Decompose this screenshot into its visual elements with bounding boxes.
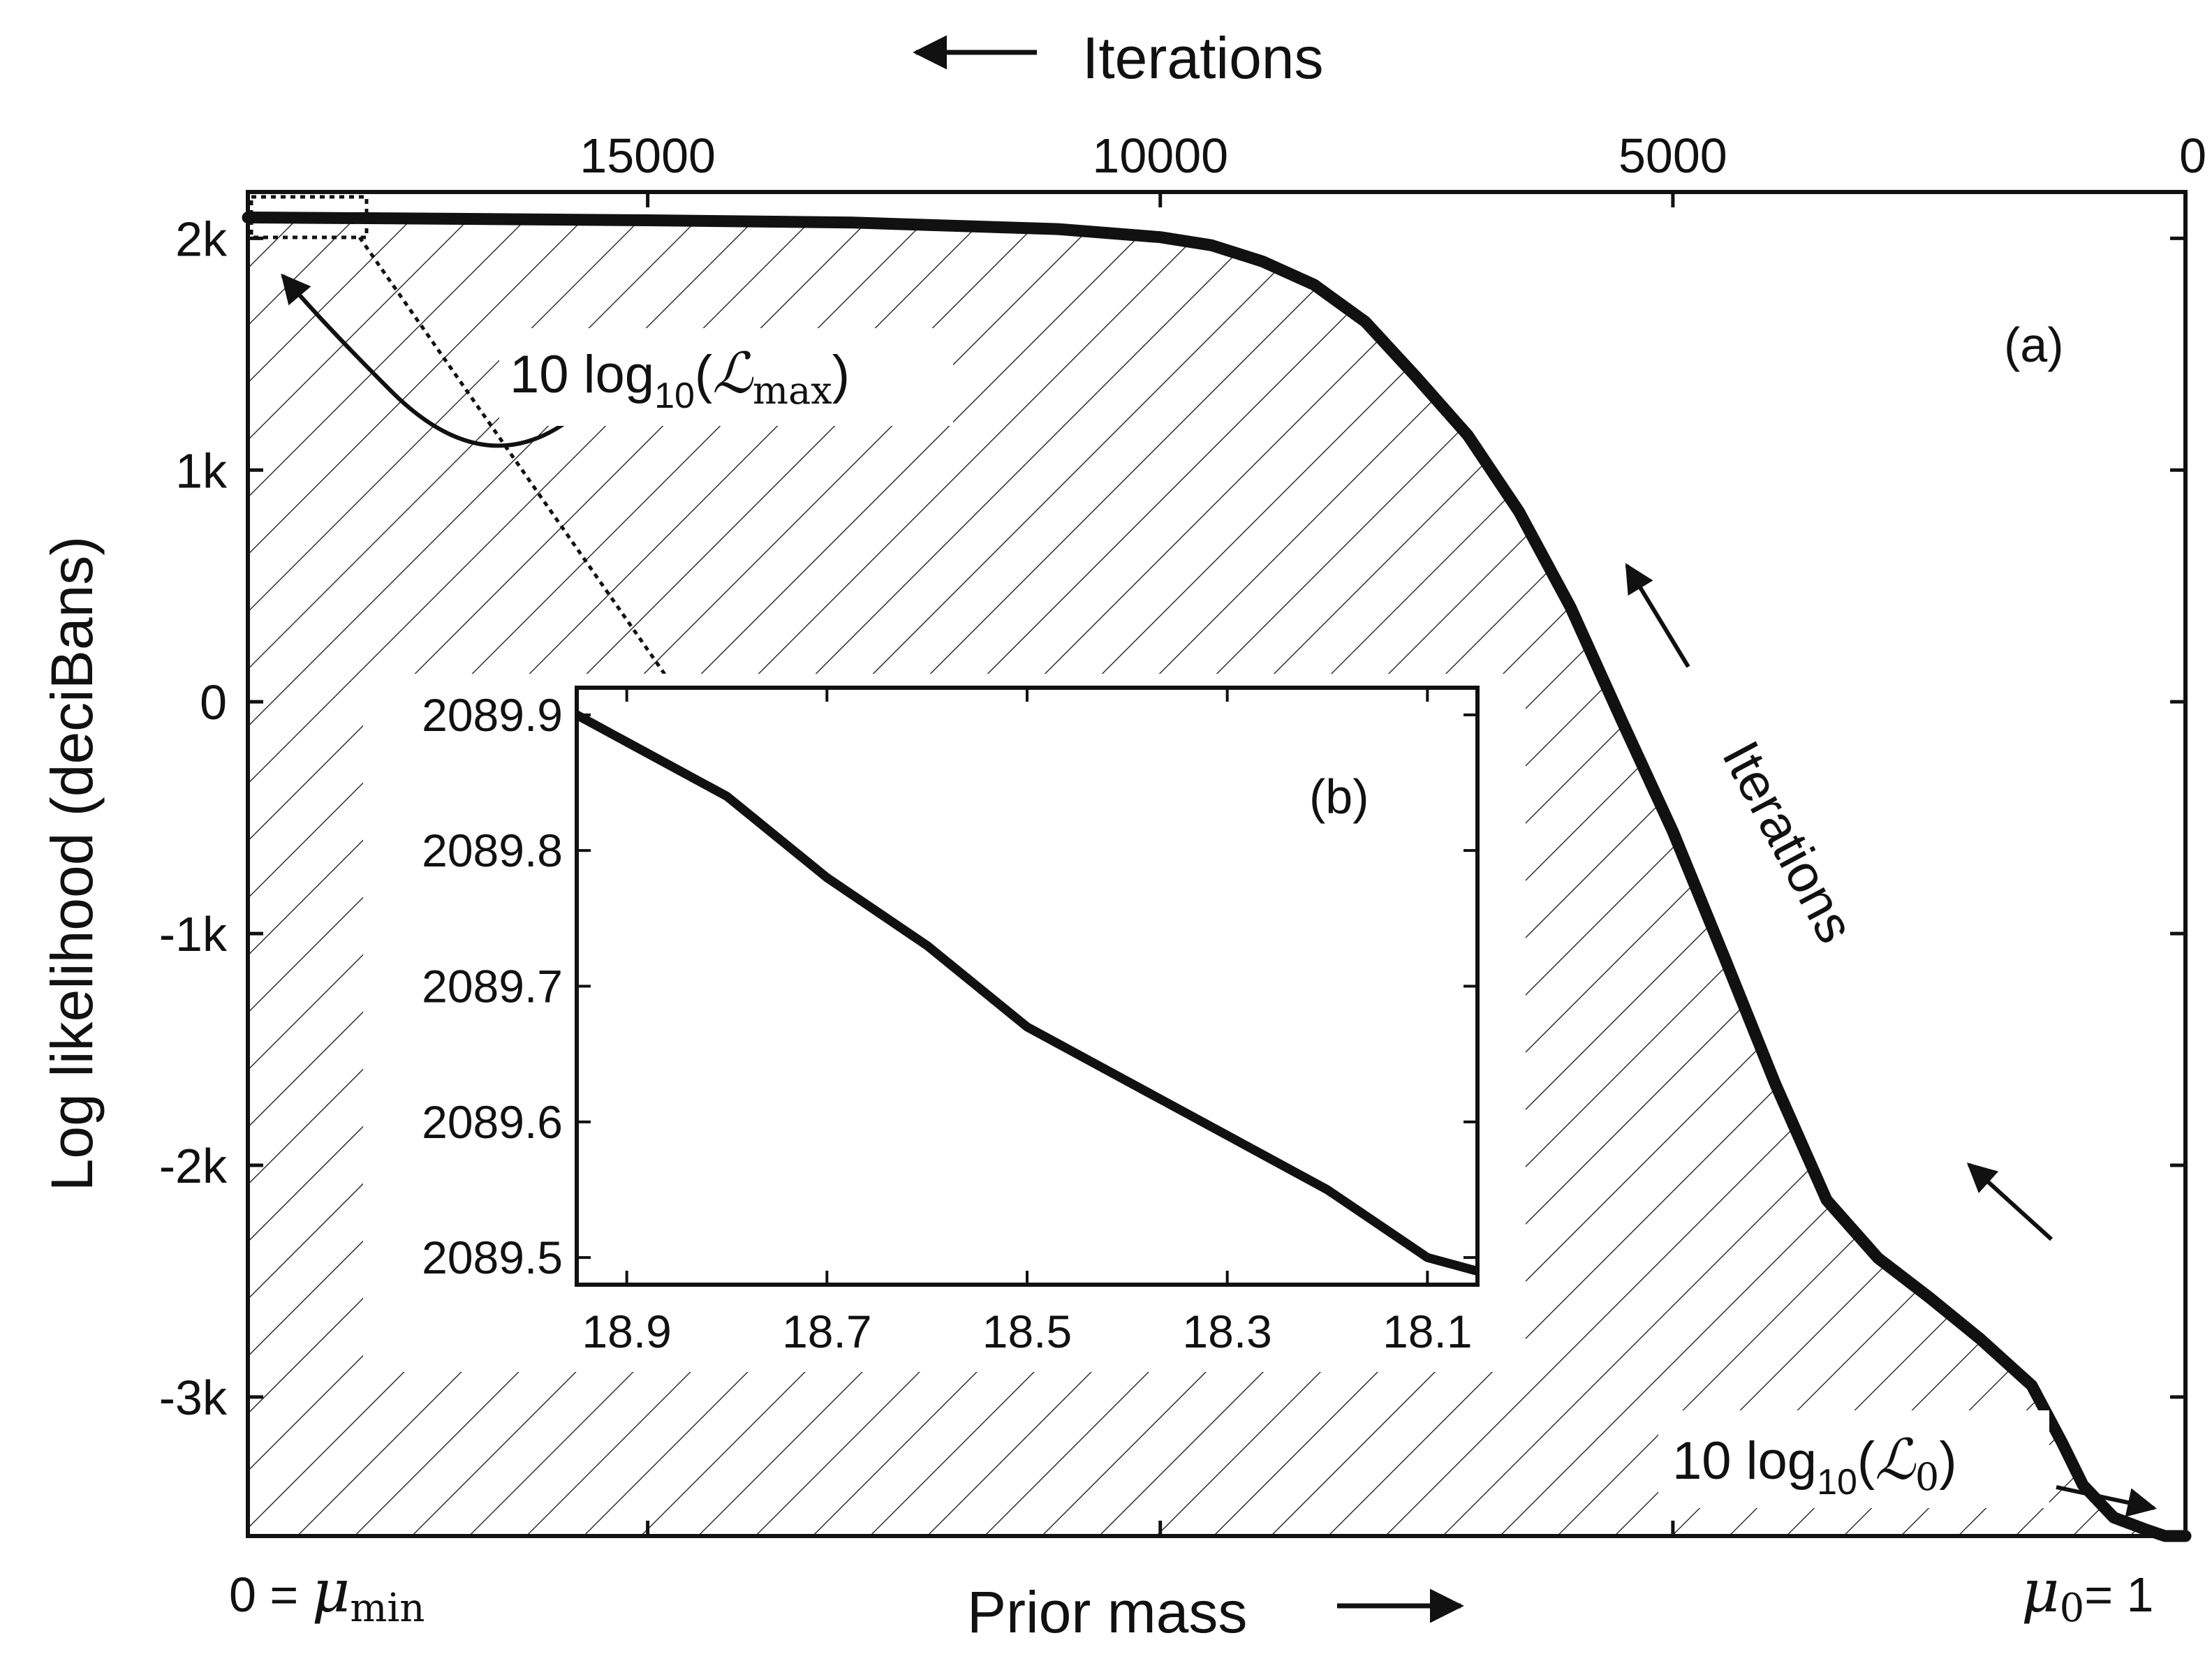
y-axis-title: Log likelihood (deciBans) [39,536,105,1192]
inset-x-tick-label: 18.1 [1382,1306,1472,1357]
inset-likelihood-curve [574,711,1479,1276]
mu0-symbol: μ [2021,1557,2060,1625]
y-axis-ticks: 2k 1k 0 -1k -2k -3k [159,212,2185,1425]
zoom-connector-line [357,236,693,714]
x-axis-right-label: μ0= 1 [2021,1557,2154,1631]
lmax-symbol: ℒ [712,341,753,406]
inset-x-tick-label: 18.3 [1182,1306,1271,1357]
y-tick-label: 0 [200,675,227,730]
l0-symbol-subscript: 0 [1915,1455,1939,1499]
l0-label-bg [1658,1410,2049,1508]
lmax-log-subscript: 10 [654,376,695,416]
mu-min-subscript: min [350,1586,425,1631]
lmax-label: 10 log10(ℒmax) [510,341,850,416]
l0-arrow [2056,1485,2158,1517]
panel-label-a: (a) [2004,318,2064,372]
l0-symbol: ℒ [1875,1427,1916,1492]
top-axis-title: Iterations [1082,25,1324,91]
y-tick-label: 1k [175,443,228,498]
panel-label-b: (b) [1309,769,1369,824]
inset-y-tick-label: 2089.5 [422,1232,563,1283]
y-tick-label: -3k [159,1371,228,1425]
top-tick-label: 0 [2179,128,2206,183]
inset-y-tick-label: 2089.6 [422,1096,563,1148]
top-axis-ticks: 15000 10000 5000 0 [580,128,2206,1536]
lmax-label-bg [499,328,953,426]
lmax-curved-arrow [281,273,581,448]
inset-y-tick-label: 2089.7 [422,961,563,1012]
top-tick-label: 5000 [1619,128,1727,183]
iterations-rotated-label: Iterations [1711,732,1866,952]
y-tick-label: 2k [175,212,228,266]
top-tick-label: 10000 [1092,128,1228,183]
iterations-arrow-lower [1966,1162,2054,1241]
likelihood-curve [242,212,2192,1542]
inset-x-tick-label: 18.7 [782,1306,871,1357]
inset-x-tick-label: 18.9 [582,1306,671,1357]
x-axis-left-label: 0 = μmin [229,1557,425,1631]
mu-min-symbol: μ [312,1557,351,1625]
iterations-arrow-upper [1625,563,1690,668]
lmax-prefix: 10 log [510,345,654,404]
l0-prefix: 10 log [1672,1431,1817,1491]
inset-x-tick-label: 18.5 [982,1306,1072,1357]
top-tick-label: 15000 [580,128,716,183]
lmax-symbol-subscript: max [753,369,832,413]
l0-label: 10 log10(ℒ0) [1672,1427,1957,1503]
inset-y-tick-label: 2089.8 [422,825,563,876]
inset-plot: 18.9 18.7 18.5 18.3 18.1 2089.9 2089.8 2089.7 20… [363,674,1526,1372]
inset-background [363,674,1526,1372]
inset-y-tick-label: 2089.9 [422,689,563,741]
y-tick-label: -2k [159,1139,228,1193]
mu0-subscript: 0 [2060,1586,2085,1631]
y-tick-label: -1k [159,907,228,961]
inset-axis-ticks: 18.9 18.7 18.5 18.3 18.1 2089.9 2089.8 2089.7 20… [422,688,1477,1357]
l0-log-subscript: 10 [1817,1462,1857,1503]
main-plot-frame [246,190,2188,1538]
x-axis-title: Prior mass [967,1579,1247,1645]
